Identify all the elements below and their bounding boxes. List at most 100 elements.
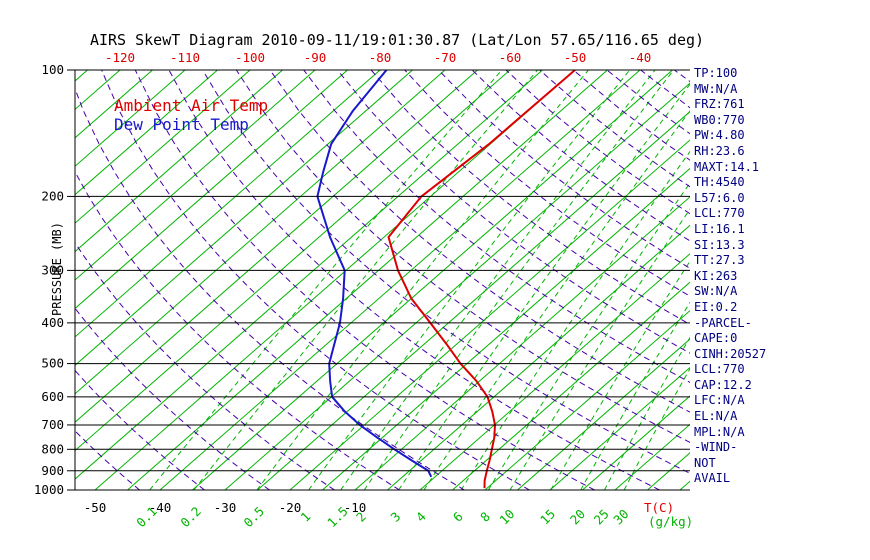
dew-point-curve (316, 70, 433, 478)
stat-item: CAPE:0 (694, 331, 738, 346)
stat-item: TH:4540 (694, 175, 745, 190)
isotherm-line (75, 70, 186, 167)
isotherm-line (419, 253, 690, 490)
isotherm-line (75, 70, 251, 224)
stat-item: AVAIL (694, 471, 731, 486)
mixing-ratio-label: 10 (496, 506, 517, 527)
mixing-ratio-line (256, 70, 589, 490)
top-temp-label: -60 (499, 50, 522, 65)
isotherm-line (257, 110, 690, 490)
dry-adiabat-line (235, 70, 690, 443)
mixing-ratio-line (423, 110, 690, 490)
mixing-ratio-line (193, 70, 538, 490)
stat-item: RH:23.6 (694, 143, 745, 158)
isotherm-line (452, 281, 690, 490)
isotherm-line (75, 70, 446, 395)
isotherm-line (387, 224, 690, 490)
stat-item: LCL:770 (694, 206, 745, 221)
mixing-ratio-label: 3 (387, 509, 403, 525)
stat-item: SW:N/A (694, 284, 738, 299)
dry-adiabat-line (101, 70, 530, 490)
stat-item: -WIND- (694, 440, 738, 455)
isotherm-line (75, 70, 511, 452)
isotherm-line (75, 70, 283, 253)
isotherm-line (192, 70, 673, 490)
mixing-ratio-unit-label: (g/kg) (648, 514, 693, 529)
stat-item: EI:0.2 (694, 299, 738, 314)
mixing-ratio-label: 30 (610, 506, 631, 527)
stat-item: KI:263 (694, 268, 738, 283)
pressure-tick-label: 900 (41, 463, 64, 478)
dry-adiabat-line (337, 70, 690, 354)
mixing-ratio-label: 15 (537, 506, 558, 527)
mixing-ratio-label: 6 (450, 509, 466, 525)
stat-item: LFC:N/A (694, 393, 745, 408)
stat-item: EL:N/A (694, 409, 738, 424)
stat-item: LCL:770 (694, 362, 745, 377)
isotherm-line (75, 70, 543, 480)
top-temp-label: -120 (105, 50, 135, 65)
mixing-ratio-line (550, 260, 690, 490)
stat-item: CAP:12.2 (694, 377, 752, 392)
stat-item: WB0:770 (694, 112, 745, 127)
isotherm-line (75, 70, 478, 423)
stat-item: MAXT:14.1 (694, 159, 760, 174)
mixing-ratio-label: 8 (477, 509, 493, 525)
dry-adiabat-line (505, 70, 690, 215)
pressure-tick-label: 300 (41, 262, 64, 277)
bottom-temp-label: -20 (279, 500, 302, 515)
pressure-tick-label: 500 (41, 356, 64, 371)
isotherm-line (484, 309, 690, 490)
legend-dew-point-temp: Dew Point Temp (114, 115, 249, 134)
dry-adiabat-line (75, 170, 400, 490)
ambient-temp-curve (387, 70, 576, 489)
bottom-temp-label: -40 (149, 500, 172, 515)
pressure-tick-label: 700 (41, 417, 64, 432)
stat-item: TT:27.3 (694, 253, 745, 268)
isotherm-line (354, 196, 690, 490)
mixing-ratio-label: 4 (413, 509, 429, 525)
stat-item: MPL:N/A (694, 424, 745, 439)
top-temp-label: -110 (170, 50, 200, 65)
isotherm-line (75, 70, 218, 196)
isotherm-line (517, 338, 690, 490)
stat-item: PW:4.80 (694, 128, 745, 143)
mixing-ratio-line (149, 70, 503, 490)
top-temp-label: -40 (629, 50, 652, 65)
top-temp-label: -90 (304, 50, 327, 65)
isotherm-line (75, 70, 348, 310)
dry-adiabat-line (202, 70, 690, 474)
isotherm-line (75, 70, 413, 366)
dry-adiabat-line (404, 70, 690, 297)
stat-item: SI:13.3 (694, 237, 745, 252)
dry-adiabat-line (471, 70, 690, 242)
top-temp-label: -80 (369, 50, 392, 65)
dry-adiabat-line (75, 307, 270, 490)
pressure-tick-label: 1000 (34, 482, 64, 497)
dry-adiabat-line (370, 70, 690, 326)
mixing-ratio-label: 0.2 (177, 504, 204, 531)
mixing-ratio-label: 0.5 (240, 504, 267, 531)
isotherm-line (289, 139, 690, 490)
pressure-tick-label: 400 (41, 315, 64, 330)
isotherm-line (75, 70, 381, 338)
bottom-temp-label: -50 (84, 500, 107, 515)
mixing-ratio-line (487, 182, 690, 490)
mixing-ratio-line (308, 70, 631, 490)
dry-adiabat-line (269, 70, 690, 413)
top-temp-label: -70 (434, 50, 457, 65)
plot-area (75, 70, 690, 490)
stat-item: TP:100 (694, 66, 738, 80)
bottom-temp-label: -10 (344, 500, 367, 515)
mixing-ratio-line (398, 83, 690, 490)
isotherm-line (322, 167, 690, 490)
chart-title: AIRS SkewT Diagram 2010-09-11/19:01:30.8… (89, 31, 705, 49)
isotherm-line (75, 70, 316, 281)
mixing-ratio-line (509, 208, 690, 490)
pressure-axis-label: PRESSURE (MB) (50, 222, 64, 316)
top-temp-label: -50 (564, 50, 587, 65)
pressure-tick-label: 800 (41, 441, 64, 456)
pressure-tick-label: 100 (41, 62, 64, 77)
